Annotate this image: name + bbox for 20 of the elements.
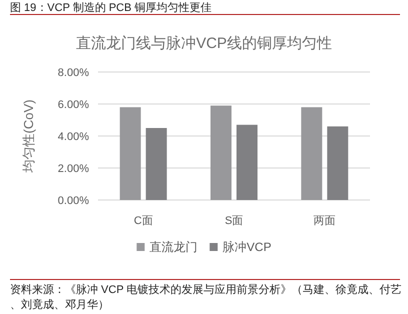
y-tick-label: 2.00% [58,163,90,175]
chart-title: 图 19：VCP 制造的 PCB 铜厚均匀性更佳 [10,1,212,14]
bar [210,106,232,200]
y-tick-label: 4.00% [58,131,90,143]
bar [120,107,141,200]
bar [327,126,348,200]
x-tick-label: C面 [134,215,153,227]
x-tick-label: 两面 [314,215,336,227]
text: 资料来源：《脉冲 VCP 电镀技术的发展与应用前景分析》（马建、徐竟成、付艺、刘竟成、邓月华） [10,283,402,311]
y-tick-label: 6.00% [58,99,90,111]
y-tick-label: 0.00% [58,195,90,207]
legend-label: 直流龙门 [150,240,198,254]
legend-label: 脉冲VCP [222,240,272,254]
y-tick-label: 8.00% [58,67,90,79]
bar [236,124,258,200]
x-tick-label: S面 [224,215,244,227]
y-axis-title: 均匀性(CoV) [21,100,36,174]
bar [146,128,167,200]
bar [301,107,322,200]
chart-subtitle: 直流龙门线与脉冲VCP线的铜厚均匀性 [76,35,332,52]
